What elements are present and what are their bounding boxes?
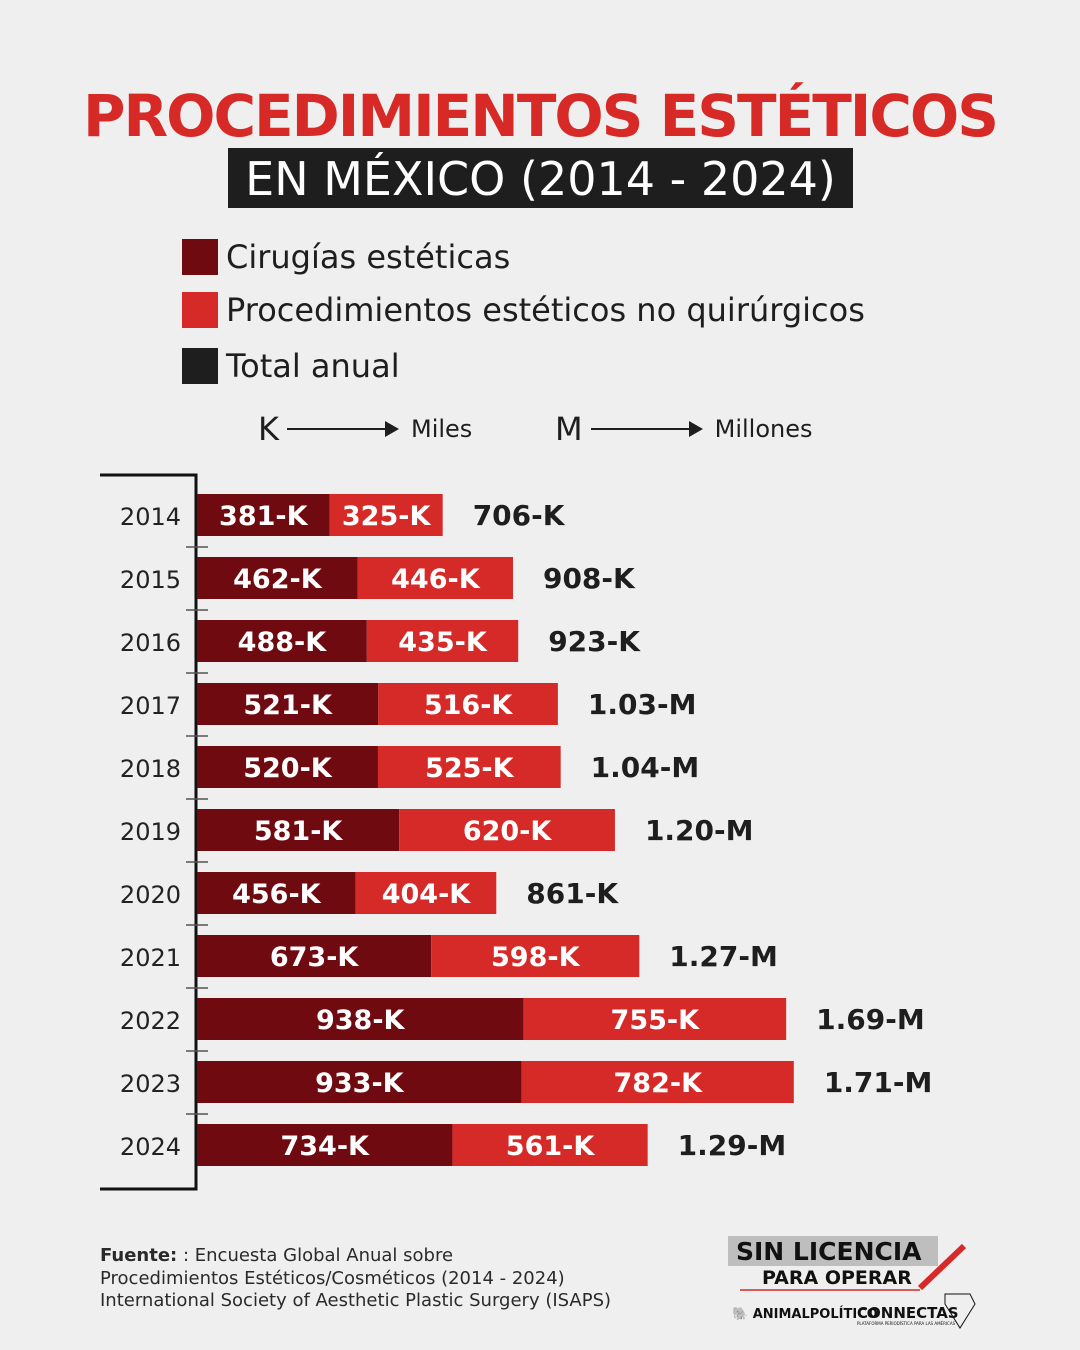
bar-segment <box>366 620 519 662</box>
bar-segment <box>357 557 513 599</box>
unit-m: M Millones <box>555 410 812 448</box>
year-label: 2020 <box>120 881 181 909</box>
bar-segment <box>197 998 524 1040</box>
legend-swatch <box>182 348 218 384</box>
bar-segment <box>197 809 400 851</box>
arrow-icon <box>286 421 399 437</box>
bar-value-label: 462-K <box>233 564 323 595</box>
legend-swatch <box>182 239 218 275</box>
bar-segment <box>329 494 443 536</box>
bar-value-label: 938-K <box>316 1005 406 1036</box>
bar-segment <box>431 935 640 977</box>
bar-segment <box>197 746 378 788</box>
bar-segment <box>197 1061 522 1103</box>
total-label: 908-K <box>543 562 636 595</box>
bar-segment <box>355 872 497 914</box>
legend-item-cirugias: Cirugías estéticas <box>182 238 510 276</box>
bar-value-label: 755-K <box>611 1005 701 1036</box>
unit-key: M <box>555 410 583 448</box>
bar-segment <box>197 683 379 725</box>
bar-segment <box>377 746 561 788</box>
bar-value-label: 446-K <box>391 564 481 595</box>
total-label: 1.69-M <box>816 1003 925 1036</box>
year-label: 2023 <box>120 1070 181 1098</box>
bar-value-label: 488-K <box>238 627 328 658</box>
bar-segment <box>378 683 558 725</box>
bar-value-label: 325-K <box>342 501 432 532</box>
total-label: 706-K <box>473 499 566 532</box>
source-label: Fuente: <box>100 1245 178 1266</box>
bar-segment <box>197 1124 453 1166</box>
svg-text:PLATAFORMA PERIODÍSTICA PARA L: PLATAFORMA PERIODÍSTICA PARA LAS AMÉRICA… <box>857 1321 956 1326</box>
bar-segment <box>197 935 432 977</box>
unit-k: K Miles <box>258 410 472 448</box>
bar-segment <box>452 1124 648 1166</box>
source-line: International Society of Aesthetic Plast… <box>100 1290 612 1311</box>
svg-text:SIN LICENCIA: SIN LICENCIA <box>736 1237 922 1266</box>
bar-value-label: 525-K <box>425 753 515 784</box>
svg-text:🐘 ANIMALPOLÍTICO: 🐘 ANIMALPOLÍTICO <box>732 1306 878 1322</box>
legend-item-no-quirurgicos: Procedimientos estéticos no quirúrgicos <box>182 291 865 329</box>
total-label: 1.04-M <box>591 751 700 784</box>
bar-segment <box>197 557 358 599</box>
axis-line <box>100 473 198 1191</box>
subtitle: EN MÉXICO (2014 - 2024) <box>228 148 853 208</box>
legend-swatch <box>182 292 218 328</box>
bar-segment <box>197 872 356 914</box>
year-label: 2015 <box>120 566 181 594</box>
year-label: 2021 <box>120 944 181 972</box>
unit-meaning: Miles <box>410 415 473 443</box>
svg-text:CONNECTAS: CONNECTAS <box>857 1304 959 1322</box>
unit-key: K <box>258 410 279 448</box>
source-line: Procedimientos Estéticos/Cosméticos (201… <box>100 1267 565 1289</box>
bar-value-label: 933-K <box>315 1068 405 1099</box>
unit-meaning: Millones <box>714 415 813 443</box>
title: PROCEDIMIENTOS ESTÉTICOS <box>82 82 999 150</box>
total-label: 1.27-M <box>669 940 778 973</box>
legend-label: Procedimientos estéticos no quirúrgicos <box>226 291 865 329</box>
bar-value-label: 581-K <box>254 816 344 847</box>
bar-value-label: 620-K <box>463 816 553 847</box>
legend-item-total: Total anual <box>182 347 400 385</box>
bar-value-label: 734-K <box>280 1131 370 1162</box>
year-label: 2022 <box>120 1007 181 1035</box>
bar-value-label: 521-K <box>243 690 333 721</box>
bar-segment <box>399 809 615 851</box>
year-label: 2017 <box>120 692 181 720</box>
sin-licencia-logo: SIN LICENCIA PARA OPERAR 🐘 ANIMALPOLÍTIC… <box>728 1236 976 1329</box>
year-label: 2016 <box>120 629 181 657</box>
source-note: Fuente: : Encuesta Global Anual sobre Pr… <box>100 1245 611 1313</box>
total-label: 1.20-M <box>645 814 754 847</box>
bar-value-label: 782-K <box>614 1068 704 1099</box>
bar-value-label: 404-K <box>382 879 472 910</box>
bar-value-label: 435-K <box>398 627 488 658</box>
legend-label: Cirugías estéticas <box>226 238 511 276</box>
bar-segment <box>197 620 367 662</box>
bar-value-label: 381-K <box>219 501 309 532</box>
bar-segment <box>521 1061 794 1103</box>
legend-label: Total anual <box>226 347 400 385</box>
svg-text:PARA OPERAR: PARA OPERAR <box>762 1267 912 1289</box>
bar-value-label: 561-K <box>506 1131 596 1162</box>
year-label: 2018 <box>120 755 181 783</box>
total-label: 1.03-M <box>588 688 697 721</box>
total-label: 1.71-M <box>824 1066 933 1099</box>
bar-segment <box>523 998 787 1040</box>
year-label: 2019 <box>120 818 181 846</box>
bar-value-label: 598-K <box>491 942 581 973</box>
total-label: 923-K <box>548 625 641 658</box>
total-label: 861-K <box>526 877 619 910</box>
bar-segment <box>197 494 330 536</box>
bar-value-label: 456-K <box>232 879 322 910</box>
year-label: 2024 <box>120 1133 181 1161</box>
bar-value-label: 516-K <box>424 690 514 721</box>
arrow-icon <box>590 421 703 437</box>
year-label: 2014 <box>120 503 181 531</box>
bar-value-label: 673-K <box>270 942 360 973</box>
bar-value-label: 520-K <box>243 753 333 784</box>
total-label: 1.29-M <box>678 1129 787 1162</box>
source-line: : Encuesta Global Anual sobre <box>182 1245 454 1266</box>
